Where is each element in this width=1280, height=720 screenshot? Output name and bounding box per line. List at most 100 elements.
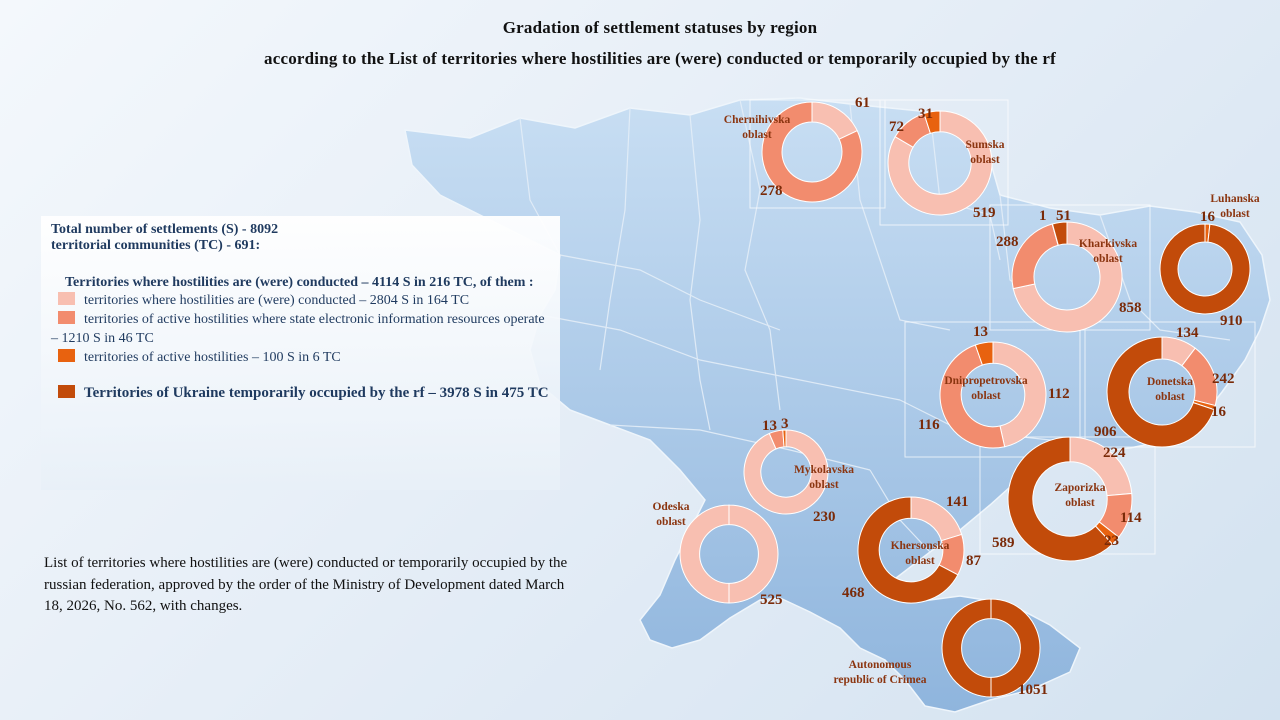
value-kharkiv-conducted: 858 (1119, 300, 1142, 316)
region-label-zaporizhzhia: Zaporizka oblast (1040, 481, 1120, 511)
value-sumy-conducted: 519 (973, 205, 996, 221)
donut-chernihiv-active-eir-segment (761, 101, 863, 203)
value-dnipro-conducted: 112 (1048, 386, 1070, 402)
value-dnipro-active-eir: 116 (918, 417, 940, 433)
value-kherson-conducted: 141 (946, 494, 969, 510)
value-odesa-conducted: 525 (760, 592, 783, 608)
region-label-dnipro: Dnipropetrovska oblast (936, 374, 1036, 404)
region-label-crimea-l2: republic of Crimea (833, 674, 927, 686)
chart-title-line1: Gradation of settlement statuses by regi… (502, 18, 818, 37)
value-luhansk-active: 16 (1200, 209, 1215, 225)
donut-dnipro-conducted-segment (992, 341, 1047, 448)
value-sumy-active: 31 (918, 106, 933, 122)
swatch-active-eir (58, 311, 75, 324)
value-mykolaiv-conducted: 230 (813, 509, 836, 525)
value-kherson-active-eir: 87 (966, 553, 981, 569)
region-label-chernihiv: Chernihivska oblast (712, 113, 802, 143)
region-label-mykolaiv-l2: oblast (809, 479, 839, 491)
donut-kherson-occupied-segment (857, 496, 959, 604)
value-donetsk-occupied: 906 (1094, 424, 1117, 440)
value-chernihiv-conducted: 61 (855, 95, 870, 111)
legend-total-tc: territorial communities (TC) - 691: (51, 238, 261, 253)
value-donetsk-active: 16 (1211, 404, 1226, 420)
value-kharkiv-active-eir: 288 (996, 234, 1019, 250)
legend-item-active-eir: territories of active hostilities where … (51, 310, 550, 348)
region-label-chernihiv-l1: Chernihivska (723, 114, 791, 126)
legend-item-conducted: territories where hostilities are (were)… (51, 291, 550, 310)
donut-odesa-conducted-segment (679, 504, 779, 604)
legend-total-settlements: Total number of settlements (S) - 8092 (51, 222, 279, 237)
legend-item-conducted-label: territories where hostilities are (were)… (84, 293, 470, 308)
value-donetsk-conducted: 134 (1176, 325, 1199, 341)
value-chernihiv-active-eir: 278 (760, 183, 783, 199)
region-label-kherson-l2: oblast (905, 555, 935, 567)
legend-panel: Total number of settlements (S) - 8092 t… (41, 216, 560, 490)
region-label-donetsk: Donetska oblast (1135, 375, 1205, 405)
region-label-odesa: Odeska oblast (641, 500, 701, 530)
region-label-luhansk-l1: Luhanska (1210, 193, 1260, 205)
region-label-dnipro-l1: Dnipropetrovska (944, 375, 1028, 387)
region-label-sumy: Sumska oblast (950, 138, 1020, 168)
region-label-kherson: Khersonska oblast (880, 539, 960, 569)
legend-item-active-label: territories of active hostilities – 100 … (84, 350, 341, 365)
value-kharkiv-active: 1 (1039, 208, 1047, 224)
value-crimea-occupied: 1051 (1018, 682, 1048, 698)
source-note: List of territories where hostilities ar… (44, 555, 568, 614)
donut-sumy-conducted-segment (887, 110, 993, 216)
value-zaporizhzhia-active-eir: 114 (1120, 510, 1142, 526)
region-label-kharkiv-l1: Kharkivska (1078, 238, 1138, 250)
region-label-donetsk-l2: oblast (1155, 391, 1185, 403)
value-dnipro-active: 13 (973, 324, 988, 340)
value-zaporizhzhia-conducted: 224 (1103, 445, 1126, 461)
legend-item-active: territories of active hostilities – 100 … (51, 348, 550, 367)
region-label-zaporizhzhia-l1: Zaporizka (1054, 482, 1106, 494)
donut-donetsk-occupied-segment (1106, 336, 1215, 448)
donut-kharkiv-occupied-segment (1051, 221, 1068, 246)
value-luhansk-occupied: 910 (1220, 313, 1243, 329)
donut-kharkiv-conducted-segment (1012, 221, 1123, 333)
region-label-chernihiv-l2: oblast (742, 129, 772, 141)
region-label-luhansk: Luhanska oblast (1200, 192, 1270, 222)
donut-charts (679, 101, 1251, 698)
region-label-kharkiv-l2: oblast (1093, 253, 1123, 265)
region-label-odesa-l1: Odeska (652, 501, 690, 513)
donut-mykolaiv-active-segment (782, 429, 787, 448)
swatch-active (58, 349, 75, 362)
value-mykolaiv-active: 3 (781, 416, 789, 432)
region-label-crimea-l1: Autonomous (848, 659, 912, 671)
legend-item-occupied-label: Territories of Ukraine temporarily occup… (84, 385, 549, 401)
region-label-donetsk-l1: Donetska (1146, 376, 1193, 388)
value-sumy-active-eir: 72 (889, 119, 904, 135)
donut-mykolaiv-conducted-segment (743, 429, 829, 515)
legend-item-active-eir-label: territories of active hostilities where … (51, 312, 545, 346)
swatch-conducted (58, 292, 75, 305)
region-label-kherson-l1: Khersonska (890, 540, 950, 552)
region-label-mykolaiv-l1: Mykolavska (793, 464, 855, 476)
donut-dnipro-active-eir-segment (939, 344, 1006, 449)
region-label-mykolaiv: Mykolavska oblast (784, 463, 864, 493)
region-label-sumy-l2: oblast (970, 154, 1000, 166)
chart-title-line2: according to the List of territories whe… (264, 49, 1056, 68)
value-mykolaiv-active-eir: 13 (762, 418, 777, 434)
swatch-occupied (58, 385, 75, 398)
donut-luhansk-occupied-segment (1159, 223, 1251, 315)
donut-crimea-occupied-segment (941, 598, 1041, 698)
legend-hostilities-header: Territories where hostilities are (were)… (65, 275, 534, 290)
value-kherson-occupied: 468 (842, 585, 865, 601)
region-label-crimea: Autonomous republic of Crimea (820, 658, 940, 688)
region-label-kharkiv: Kharkivska oblast (1068, 237, 1148, 267)
region-label-zaporizhzhia-l2: oblast (1065, 497, 1095, 509)
value-zaporizhzhia-active: 23 (1104, 533, 1119, 549)
donut-sumy-active-segment (923, 110, 941, 134)
region-label-dnipro-l2: oblast (971, 390, 1001, 402)
value-zaporizhzhia-occupied: 589 (992, 535, 1015, 551)
region-label-sumy-l1: Sumska (965, 139, 1005, 151)
value-donetsk-active-eir: 242 (1212, 371, 1235, 387)
region-label-luhansk-l2: oblast (1220, 208, 1250, 220)
value-kharkiv-occupied: 51 (1056, 208, 1071, 224)
donut-zaporizhzhia-occupied-segment (1007, 436, 1114, 562)
region-label-odesa-l2: oblast (656, 516, 686, 528)
donut-dnipro-active-segment (974, 341, 994, 366)
legend-item-occupied: Territories of Ukraine temporarily occup… (51, 383, 550, 403)
